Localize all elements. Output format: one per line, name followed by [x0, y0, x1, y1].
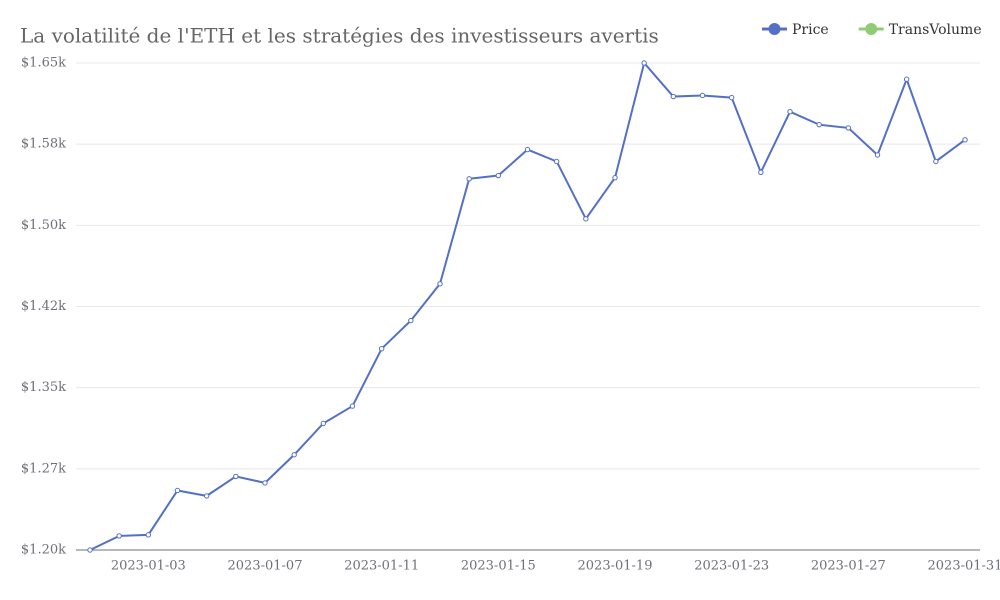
- point: [116, 533, 122, 539]
- y-tick-label: $1.27k: [21, 461, 66, 476]
- point: [408, 317, 414, 324]
- y-tick-label: $1.50k: [21, 218, 66, 233]
- point: [495, 172, 502, 179]
- point: [524, 146, 531, 153]
- point: [903, 76, 910, 82]
- point: [174, 487, 181, 494]
- point: [728, 94, 735, 101]
- y-tick-label: $1.58k: [21, 137, 66, 152]
- point: [933, 158, 939, 165]
- point: [845, 125, 852, 131]
- x-tick-label: 2023-01-27: [811, 559, 886, 574]
- y-tick-label: $1.35k: [21, 380, 66, 395]
- point: [699, 92, 706, 99]
- point: [670, 93, 677, 100]
- x-tick-label: 2023-01-19: [578, 559, 653, 574]
- point: [466, 176, 472, 182]
- x-tick-label: 2023-01-07: [228, 559, 303, 574]
- point: [262, 480, 268, 486]
- point: [583, 216, 589, 222]
- point: [87, 547, 93, 553]
- legend-symbol: [768, 23, 781, 35]
- point: [874, 152, 881, 158]
- legend-label: TransVolume: [889, 22, 982, 38]
- legend-label: Price: [792, 22, 829, 38]
- point: [437, 281, 443, 287]
- point: [320, 420, 327, 427]
- y-tick-label: $1.42k: [21, 299, 66, 314]
- point: [291, 452, 297, 458]
- point: [378, 346, 385, 352]
- x-tick-label: 2023-01-03: [111, 559, 186, 574]
- legend-symbol: [865, 23, 878, 35]
- point: [641, 60, 647, 66]
- y-tick-label: $1.20k: [21, 543, 66, 558]
- x-tick-label: 2023-01-15: [461, 559, 536, 574]
- point: [758, 169, 764, 176]
- x-tick-label: 2023-01-11: [344, 559, 419, 574]
- point: [816, 121, 822, 128]
- chart-title: La volatilité de l'ETH et les stratégies…: [20, 24, 659, 48]
- point: [349, 403, 356, 409]
- y-tick-label: $1.65k: [21, 56, 66, 71]
- point: [612, 175, 618, 181]
- point: [962, 137, 968, 143]
- point: [787, 109, 793, 115]
- point: [553, 158, 560, 165]
- x-tick-label: 2023-01-31: [928, 559, 1000, 574]
- point: [145, 532, 152, 538]
- x-tick-label: 2023-01-23: [694, 559, 769, 574]
- point: [203, 493, 210, 499]
- point: [233, 473, 239, 480]
